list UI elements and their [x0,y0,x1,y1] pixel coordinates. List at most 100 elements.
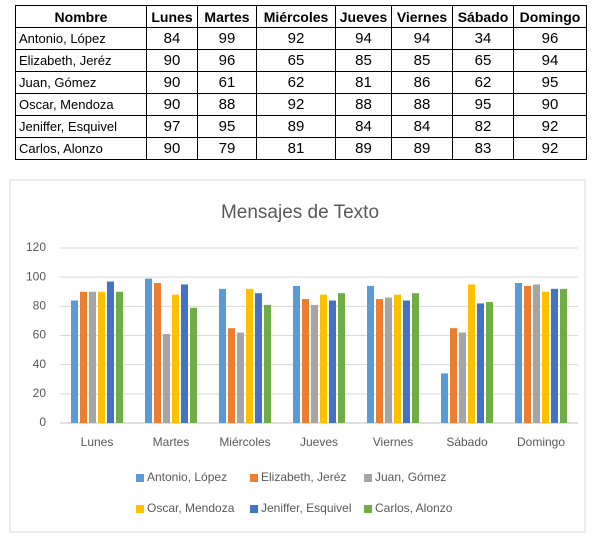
value-cell: 92 [513,115,587,138]
value-cell: 89 [335,137,392,160]
value-cell: 61 [197,71,257,94]
y-tick-label: 60 [33,328,47,342]
bar [246,288,253,423]
bar [89,291,96,423]
bar [80,291,87,423]
legend-swatch [364,505,372,513]
value-cell: 90 [146,49,198,72]
legend-swatch [136,505,144,513]
value-cell: 85 [391,49,453,72]
bar [329,300,336,423]
legend-label: Oscar, Mendoza [147,501,235,515]
bar [385,297,392,423]
bar [403,300,410,423]
value-cell: 88 [197,93,257,116]
header-row: Nombre Lunes Martes Miércoles Jueves Viernes S… [15,5,587,28]
legend-label: Jeniffer, Esquivel [261,501,352,515]
legend-label: Carlos, Alonzo [375,501,453,515]
legend-label: Juan, Gómez [375,470,446,484]
bar [190,307,197,423]
name-cell: Elizabeth, Jeréz [15,49,147,72]
y-tick-label: 40 [33,357,47,371]
x-tick-label: Martes [153,435,190,449]
bar [163,334,170,423]
legend-swatch [250,474,258,482]
x-tick-label: Viernes [373,435,413,449]
y-tick-label: 80 [33,299,47,313]
x-tick-label: Jueves [300,435,338,449]
header-cell: Viernes [391,5,453,28]
legend-label: Elizabeth, Jeréz [261,470,346,484]
value-cell: 96 [513,27,587,50]
bar [172,294,179,423]
bar [441,373,448,423]
bar [459,332,466,423]
bar [98,291,105,423]
value-cell: 90 [146,137,198,160]
bar [338,293,345,423]
bar [486,301,493,423]
bar [302,299,309,423]
x-tick-label: Domingo [517,435,565,449]
legend-label: Antonio, López [147,470,227,484]
value-cell: 94 [335,27,392,50]
name-cell: Oscar, Mendoza [15,93,147,116]
legend-swatch [364,474,372,482]
bar [533,284,540,423]
bar [412,293,419,423]
y-tick-label: 0 [39,415,46,429]
y-tick-label: 100 [26,269,46,283]
value-cell: 79 [197,137,257,160]
name-cell: Juan, Gómez [15,71,147,94]
bar [524,285,531,423]
bar [116,291,123,423]
value-cell: 92 [256,93,336,116]
bar [145,278,152,423]
bar [293,285,300,423]
bar [71,300,78,423]
y-tick-label: 20 [33,386,47,400]
bar [255,293,262,423]
bar [367,285,374,423]
value-cell: 95 [513,71,587,94]
value-cell: 92 [513,137,587,160]
bar [394,294,401,423]
bar [154,283,161,423]
bar [320,294,327,423]
table-row: Oscar, Mendoza 90 88 92 88 88 95 90 [15,93,587,116]
bar [228,328,235,423]
header-cell: Jueves [335,5,392,28]
bar [237,332,244,423]
bar [376,299,383,423]
value-cell: 81 [256,137,336,160]
chart-frame [9,179,586,533]
legend-swatch [136,474,144,482]
bar [477,303,484,423]
y-tick-label: 120 [26,240,46,254]
x-tick-label: Miércoles [219,435,270,449]
table-row: Carlos, Alonzo 90 79 81 89 89 83 92 [15,137,587,160]
bar [515,283,522,423]
bar [264,304,271,423]
value-cell: 85 [335,49,392,72]
value-cell: 86 [391,71,453,94]
table-row: Antonio, López 84 99 92 94 94 34 96 [15,27,587,50]
value-cell: 83 [452,137,514,160]
value-cell: 65 [256,49,336,72]
bar [468,284,475,423]
bar [181,284,188,423]
legend-swatch [250,505,258,513]
value-cell: 84 [391,115,453,138]
x-tick-label: Lunes [81,435,114,449]
bar [450,328,457,423]
bar [542,291,549,423]
table-row: Juan, Gómez 90 61 62 81 86 62 95 [15,71,587,94]
bar [219,288,226,423]
bar [551,288,558,423]
value-cell: 90 [513,93,587,116]
bar [311,304,318,423]
x-tick-label: Sábado [446,435,488,449]
bar [560,288,567,423]
